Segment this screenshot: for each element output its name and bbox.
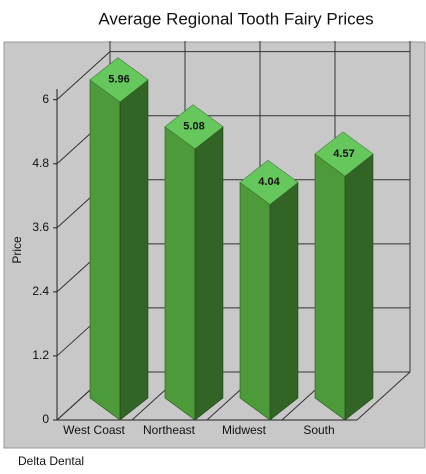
- floor-line: [356, 371, 411, 421]
- bar-right-face-shade: [345, 154, 373, 420]
- y-tick-label: 4.8: [32, 156, 49, 170]
- bar-right-face-shade: [195, 126, 223, 420]
- y-tick-label: 0: [42, 412, 49, 426]
- y-axis-label: Price: [10, 236, 24, 264]
- bar: [239, 159, 299, 421]
- bar-left-face: [89, 79, 121, 421]
- x-tick-label: West Coast: [63, 423, 125, 437]
- bar: [314, 131, 374, 421]
- bar: [164, 104, 224, 421]
- bar-top: [239, 159, 299, 205]
- bar-left-face: [164, 126, 196, 421]
- y-tick-label: 6: [42, 92, 49, 106]
- source: Delta Dental: [18, 454, 84, 468]
- value-label: 4.57: [333, 148, 354, 160]
- value-label: 5.96: [108, 74, 129, 86]
- bar-right-face-shade: [120, 79, 148, 421]
- bar-left-face: [314, 153, 346, 421]
- value-label: 5.08: [183, 121, 204, 133]
- bar-right-face-shade: [270, 182, 298, 420]
- x-tick-label: South: [303, 423, 334, 437]
- bar: [89, 57, 149, 421]
- bar-top-shade: [165, 104, 223, 149]
- bar-top-shade: [240, 160, 298, 205]
- y-tick-label: 2.4: [32, 284, 49, 298]
- bar-top: [164, 104, 224, 150]
- x-tick-label: Northeast: [143, 423, 196, 437]
- bar-top-shade: [315, 132, 373, 177]
- x-tick-label: Midwest: [222, 423, 267, 437]
- bar-left-face: [239, 181, 271, 421]
- y-tick-label: 3.6: [32, 220, 49, 234]
- value-label: 4.04: [258, 176, 280, 188]
- bar-top: [314, 131, 374, 177]
- y-tick-label: 1.2: [32, 348, 49, 362]
- grid-line: [56, 51, 111, 101]
- bar-top: [89, 57, 149, 103]
- chart-title: Average Regional Tooth Fairy Prices: [98, 9, 373, 28]
- bar-top-shade: [90, 57, 148, 102]
